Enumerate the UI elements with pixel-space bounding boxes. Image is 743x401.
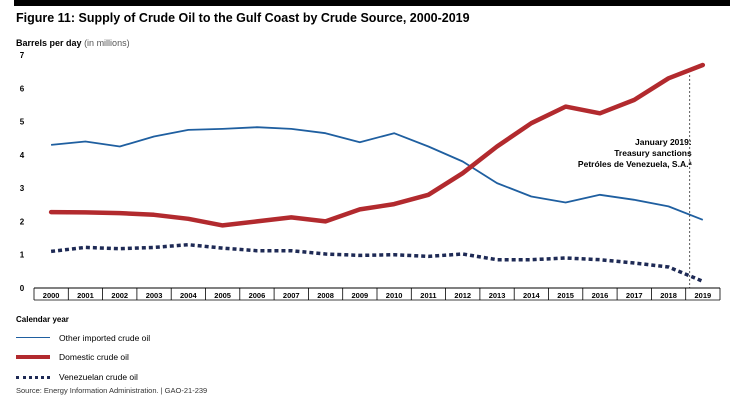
x-tick-label: 2004 <box>180 291 198 300</box>
x-axis-title: Calendar year <box>16 315 69 324</box>
x-tick-label: 2000 <box>43 291 60 300</box>
y-tick-label: 4 <box>20 151 25 160</box>
x-tick-label: 2008 <box>317 291 334 300</box>
x-tick-label: 2015 <box>557 291 574 300</box>
x-tick-label: 2014 <box>523 291 541 300</box>
y-axis-label: Barrels per day (in millions) <box>16 38 130 48</box>
series-layer <box>48 62 706 283</box>
legend-swatch <box>16 355 50 359</box>
y-axis-label-unit: (in millions) <box>84 38 130 48</box>
annotation-text-line: January 2019: <box>635 137 692 147</box>
x-tick-label: 2018 <box>660 291 677 300</box>
annotation-text-line: Petróles de Venezuela, S.A.ᵃ <box>578 159 693 169</box>
series-line-domestic-crude-oil <box>48 62 706 228</box>
title-bar-rule <box>14 0 730 6</box>
y-axis-ticks: 0 1 2 3 4 5 6 7 <box>20 51 25 293</box>
y-tick-label: 7 <box>20 51 25 60</box>
legend-swatch <box>16 376 50 379</box>
x-tick-label: 2007 <box>283 291 300 300</box>
series-line-venezuelan-crude-oil <box>50 242 704 283</box>
x-tick-label: 2009 <box>352 291 369 300</box>
x-tick-label: 2017 <box>626 291 643 300</box>
x-tick-label: 2002 <box>111 291 128 300</box>
figure-title: Figure 11: Supply of Crude Oil to the Gu… <box>16 11 470 25</box>
legend-label: Domestic crude oil <box>59 352 129 362</box>
legend-label: Venezuelan crude oil <box>59 372 138 382</box>
x-tick-label: 2013 <box>489 291 506 300</box>
y-tick-label: 5 <box>20 118 25 127</box>
x-tick-label: 2003 <box>146 291 163 300</box>
line-chart: 0 1 2 3 4 5 6 7 January 2019:Treasury sanctions… <box>16 51 721 324</box>
y-axis-label-main: Barrels per day <box>16 38 82 48</box>
y-tick-label: 3 <box>20 184 25 193</box>
annotation-layer: January 2019:Treasury sanctionsPetróles … <box>578 75 693 288</box>
series-line-other-imported-crude-oil <box>51 126 704 221</box>
y-tick-label: 2 <box>20 217 25 226</box>
annotation-text-line: Treasury sanctions <box>614 148 692 158</box>
legend-label: Other imported crude oil <box>59 333 151 343</box>
x-tick-label: 2012 <box>454 291 471 300</box>
x-tick-label: 2010 <box>386 291 403 300</box>
x-tick-label: 2005 <box>214 291 231 300</box>
y-tick-label: 1 <box>20 251 25 260</box>
x-tick-label: 2006 <box>249 291 266 300</box>
x-tick-label: 2001 <box>77 291 94 300</box>
x-tick-label: 2019 <box>695 291 712 300</box>
source-note: Source: Energy Information Administratio… <box>16 386 208 395</box>
legend-swatch <box>16 337 50 338</box>
x-axis: 2000 2001 2002 2003 2004 2005 2006 2007 2008 2009… <box>33 287 721 301</box>
y-tick-label: 6 <box>20 84 25 93</box>
x-tick-label: 2016 <box>592 291 609 300</box>
x-tick-label: 2011 <box>420 291 436 300</box>
y-tick-label: 0 <box>20 284 25 293</box>
